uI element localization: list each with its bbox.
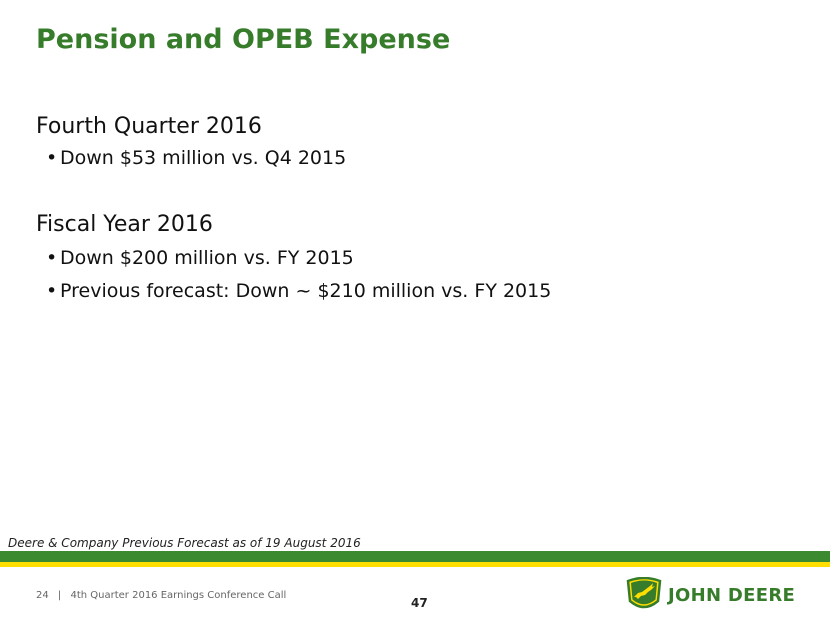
bullet-icon: • [46, 280, 58, 302]
footnote: Deere & Company Previous Forecast as of … [8, 536, 361, 550]
bullet-text: Previous forecast: Down ~ $210 million v… [60, 280, 552, 302]
footer-text: 24 | 4th Quarter 2016 Earnings Conferenc… [36, 590, 286, 601]
bullet-icon: • [46, 147, 58, 169]
bullet-q4-1: • Down $53 million vs. Q4 2015 [46, 147, 346, 169]
page-number: 47 [411, 596, 428, 610]
footer-separator: | [57, 590, 62, 601]
brand-wordmark: JOHN DEERE [668, 585, 796, 606]
footer-yellow-bar [0, 562, 830, 567]
section-heading-fy: Fiscal Year 2016 [36, 212, 213, 237]
bullet-fy-2: • Previous forecast: Down ~ $210 million … [46, 280, 551, 302]
section-heading-q4: Fourth Quarter 2016 [36, 114, 262, 139]
bullet-text: Down $200 million vs. FY 2015 [60, 247, 354, 269]
bullet-icon: • [46, 247, 58, 269]
footer-green-bar [0, 551, 830, 562]
leaping-deer-icon [626, 576, 662, 615]
event-name: 4th Quarter 2016 Earnings Conference Cal… [70, 590, 287, 601]
bullet-text: Down $53 million vs. Q4 2015 [60, 147, 347, 169]
slide-number: 24 [36, 590, 49, 601]
bullet-fy-1: • Down $200 million vs. FY 2015 [46, 247, 354, 269]
page-title: Pension and OPEB Expense [36, 24, 451, 55]
